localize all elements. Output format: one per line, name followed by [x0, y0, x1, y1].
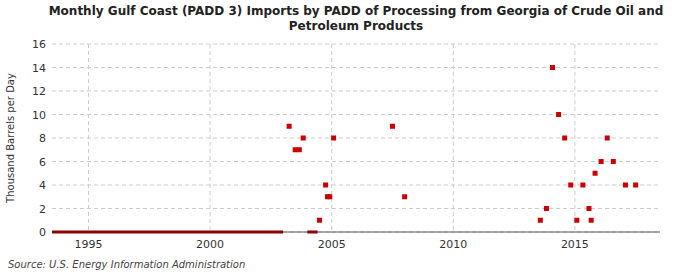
y-tick-label: 8 [39, 132, 46, 145]
chart: Monthly Gulf Coast (PADD 3) Imports by P… [0, 0, 675, 275]
point [402, 194, 407, 199]
title-line: Petroleum Products [289, 19, 423, 33]
point [390, 124, 395, 129]
zero-segment [52, 231, 283, 234]
y-grid-line [52, 67, 660, 68]
title: Monthly Gulf Coast (PADD 3) Imports by P… [49, 4, 664, 33]
y-grid-line [52, 44, 660, 45]
y-grid-line [52, 114, 660, 115]
point [580, 183, 585, 188]
point [317, 218, 322, 223]
point [544, 206, 549, 211]
point [593, 171, 598, 176]
y-tick-label: 10 [32, 109, 46, 122]
zero-segment [307, 231, 317, 234]
marks [52, 65, 638, 232]
grid [52, 44, 660, 232]
y-tick-label: 14 [32, 62, 46, 75]
point [589, 218, 594, 223]
point [323, 183, 328, 188]
point [327, 194, 332, 199]
x-grid-line [88, 44, 89, 232]
y-tick-label: 6 [39, 156, 46, 169]
point [633, 183, 638, 188]
y-tick-label: 0 [39, 226, 46, 239]
x-grid-line [574, 44, 575, 232]
source: Source: U.S. Energy Information Administ… [8, 259, 245, 270]
point [287, 124, 292, 129]
x-tick-label: 2010 [439, 238, 467, 251]
point [574, 218, 579, 223]
point [599, 159, 604, 164]
point [550, 65, 555, 70]
x-tick-label: 2005 [318, 238, 346, 251]
point [586, 206, 591, 211]
y-grid-line [52, 91, 660, 92]
y-grid-line [52, 208, 660, 209]
x-tick-label: 2000 [196, 238, 224, 251]
x-axis-line [52, 232, 660, 233]
x-tick-label: 2015 [561, 238, 589, 251]
y-axis-label: Thousand Barrels per Day [5, 73, 16, 204]
y-tick-label: 12 [32, 85, 46, 98]
y-tick-label: 16 [32, 38, 46, 51]
y-grid-line [52, 138, 660, 139]
title-line: Monthly Gulf Coast (PADD 3) Imports by P… [49, 4, 664, 18]
point [568, 183, 573, 188]
x-grid-line [210, 44, 211, 232]
y-tick-label: 2 [39, 203, 46, 216]
y-grid-line [52, 161, 660, 162]
y-grid-line [52, 232, 660, 233]
point [605, 136, 610, 141]
point [301, 136, 306, 141]
point [538, 218, 543, 223]
point [556, 112, 561, 117]
y-tick-label: 4 [39, 179, 46, 192]
x-tick-label: 1995 [74, 238, 102, 251]
point [297, 147, 302, 152]
x-grid-line [453, 44, 454, 232]
point [611, 159, 616, 164]
point [562, 136, 567, 141]
point [623, 183, 628, 188]
point [331, 136, 336, 141]
